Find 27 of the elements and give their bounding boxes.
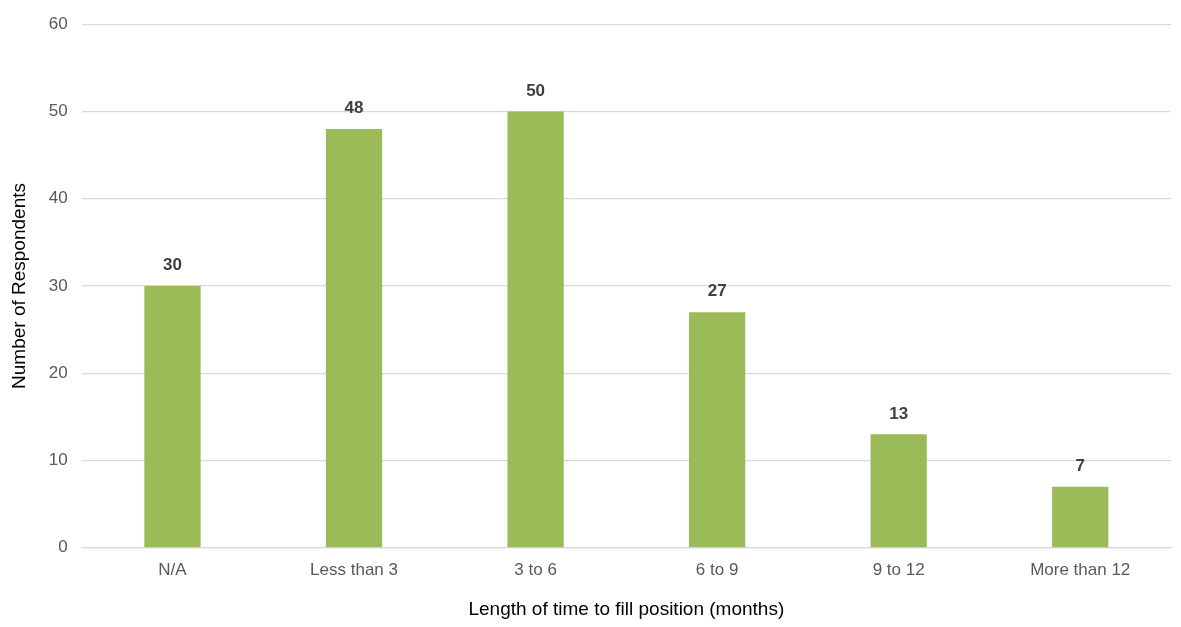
y-tick-label: 50 <box>48 101 68 121</box>
x-tick-label: 3 to 6 <box>514 559 557 579</box>
data-label: 7 <box>1075 455 1085 475</box>
x-tick-label: More than 12 <box>1030 559 1131 579</box>
bar <box>325 128 383 548</box>
bar <box>1052 486 1109 548</box>
x-tick-label: 9 to 12 <box>872 559 925 579</box>
data-label: 27 <box>707 281 727 301</box>
data-label: 48 <box>344 98 364 118</box>
y-tick-label: 40 <box>48 188 68 208</box>
data-label: 13 <box>889 403 909 423</box>
bar <box>144 286 201 548</box>
y-tick-label: 30 <box>48 275 68 295</box>
data-label: 30 <box>163 255 182 275</box>
bar <box>870 434 927 548</box>
data-label: 50 <box>526 80 546 100</box>
bar <box>507 111 564 548</box>
y-tick-label: 10 <box>48 450 68 470</box>
y-tick-label: 60 <box>48 13 68 33</box>
x-tick-label: Less than 3 <box>310 559 398 579</box>
x-axis-title: Length of time to fill position (months) <box>468 597 785 619</box>
x-tick-label: N/A <box>158 559 188 579</box>
y-axis-title: Number of Respondents <box>7 183 29 389</box>
bar <box>688 312 746 548</box>
y-tick-label: 20 <box>48 362 68 382</box>
x-tick-label: 6 to 9 <box>695 559 739 579</box>
y-tick-label: 0 <box>58 537 68 557</box>
